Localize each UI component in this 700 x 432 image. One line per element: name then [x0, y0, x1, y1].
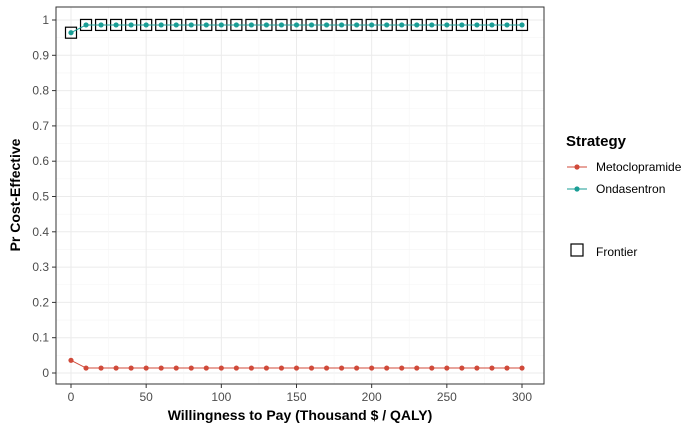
data-point-ondasentron — [308, 22, 315, 28]
y-tick-label: 0.9 — [32, 48, 49, 62]
x-axis-title: Willingness to Pay (Thousand $ / QALY) — [168, 407, 433, 423]
data-point-ondasentron — [504, 22, 510, 28]
data-point-metoclopramide — [308, 365, 315, 371]
data-point-ondasentron — [188, 22, 194, 28]
x-tick-label: 0 — [68, 390, 75, 404]
data-point-metoclopramide — [143, 365, 149, 371]
data-point-metoclopramide — [203, 365, 209, 371]
data-point-metoclopramide — [323, 365, 330, 371]
y-tick-label: 0.1 — [32, 331, 49, 345]
data-point-ondasentron — [429, 22, 435, 28]
y-tick-label: 1 — [42, 13, 49, 27]
data-point-ondasentron — [278, 22, 285, 28]
legend-label-ondasentron: Ondasentron — [596, 182, 665, 196]
legend: Strategy Metoclopramide Ondasentron Front… — [566, 133, 682, 259]
data-point-metoclopramide — [263, 365, 270, 371]
data-point-ondasentron — [263, 22, 270, 28]
y-tick-label: 0.7 — [32, 119, 49, 133]
data-point-metoclopramide — [519, 365, 525, 371]
data-point-metoclopramide — [414, 365, 420, 371]
data-point-ondasentron — [384, 22, 390, 28]
grid-lines — [56, 7, 544, 384]
legend-key-point-ondasentron — [574, 186, 580, 192]
data-point-metoclopramide — [354, 365, 360, 371]
data-point-metoclopramide — [293, 365, 300, 371]
x-tick-label: 100 — [211, 390, 231, 404]
data-point-ondasentron — [354, 22, 360, 28]
x-axis: 0 50 100 150 200 250 300 — [68, 384, 532, 404]
data-point-metoclopramide — [128, 365, 134, 371]
data-point-metoclopramide — [248, 365, 254, 371]
data-point-ondasentron — [173, 22, 179, 28]
y-tick-label: 0 — [42, 366, 49, 380]
data-point-metoclopramide — [188, 365, 194, 371]
data-point-metoclopramide — [158, 365, 164, 371]
data-point-metoclopramide — [233, 365, 239, 371]
data-point-metoclopramide — [489, 365, 495, 371]
data-point-metoclopramide — [339, 365, 345, 371]
series-layer — [68, 22, 525, 371]
data-point-metoclopramide — [68, 357, 74, 363]
data-point-ondasentron — [459, 22, 465, 28]
data-point-ondasentron — [113, 22, 119, 28]
y-axis-title: Pr Cost-Effective — [7, 138, 23, 251]
data-point-ondasentron — [98, 22, 104, 28]
x-tick-label: 250 — [437, 390, 457, 404]
plot-border — [55, 6, 545, 385]
data-point-ondasentron — [218, 22, 224, 28]
data-point-metoclopramide — [173, 365, 179, 371]
x-tick-label: 150 — [286, 390, 306, 404]
x-tick-label: 300 — [512, 390, 532, 404]
data-point-metoclopramide — [384, 365, 390, 371]
data-point-ondasentron — [83, 22, 89, 28]
data-point-ondasentron — [519, 22, 525, 28]
data-point-metoclopramide — [444, 365, 450, 371]
data-point-ondasentron — [203, 22, 209, 28]
data-point-metoclopramide — [113, 365, 119, 371]
data-point-ondasentron — [399, 22, 405, 28]
legend-title: Strategy — [566, 133, 627, 150]
y-tick-label: 0.8 — [32, 84, 49, 98]
data-point-ondasentron — [414, 22, 420, 28]
data-point-ondasentron — [68, 30, 74, 36]
y-tick-label: 0.6 — [32, 154, 49, 168]
data-point-ondasentron — [369, 22, 375, 28]
data-point-ondasentron — [293, 22, 300, 28]
data-point-ondasentron — [323, 22, 330, 28]
data-point-metoclopramide — [98, 365, 104, 371]
x-tick-label: 200 — [362, 390, 382, 404]
legend-key-point-metoclopramide — [574, 164, 580, 170]
data-point-metoclopramide — [218, 365, 224, 371]
data-point-metoclopramide — [474, 365, 480, 371]
x-tick-label: 50 — [139, 390, 153, 404]
data-point-metoclopramide — [369, 365, 375, 371]
data-point-ondasentron — [128, 22, 134, 28]
frontier-marker — [64, 26, 78, 39]
data-point-metoclopramide — [504, 365, 510, 371]
y-tick-label: 0.2 — [32, 295, 49, 309]
data-point-metoclopramide — [278, 365, 285, 371]
data-point-metoclopramide — [459, 365, 465, 371]
plot-background — [56, 7, 544, 384]
data-point-metoclopramide — [83, 365, 89, 371]
y-axis: 0 0.1 0.2 0.3 0.4 0.5 0.6 0.7 0.8 0.9 1 — [32, 13, 56, 380]
data-point-ondasentron — [143, 22, 149, 28]
legend-items: Metoclopramide Ondasentron — [567, 160, 682, 196]
y-tick-label: 0.3 — [32, 260, 49, 274]
data-point-ondasentron — [489, 22, 495, 28]
data-point-ondasentron — [248, 22, 254, 28]
legend-key-frontier — [570, 243, 584, 257]
data-point-ondasentron — [474, 22, 480, 28]
data-point-metoclopramide — [399, 365, 405, 371]
y-tick-label: 0.4 — [32, 225, 49, 239]
data-point-ondasentron — [339, 22, 345, 28]
data-point-metoclopramide — [429, 365, 435, 371]
y-tick-label: 0.5 — [32, 190, 49, 204]
data-point-ondasentron — [233, 22, 239, 28]
data-point-ondasentron — [158, 22, 164, 28]
legend-label-frontier: Frontier — [596, 245, 637, 259]
legend-label-metoclopramide: Metoclopramide — [596, 160, 682, 174]
data-point-ondasentron — [444, 22, 450, 28]
